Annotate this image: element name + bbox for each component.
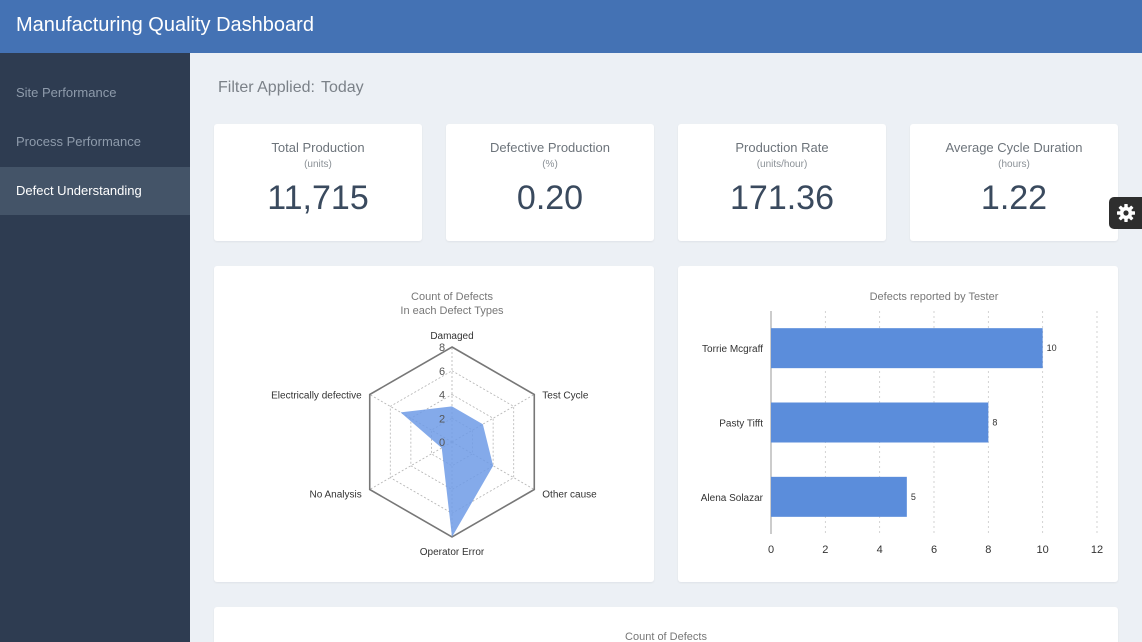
x-tick-label: 2: [822, 544, 828, 556]
x-tick-label: 6: [931, 544, 937, 556]
radar-category-label: Test Cycle: [542, 391, 589, 402]
radar-tick-label: 4: [439, 390, 445, 402]
bar: [771, 402, 989, 443]
kpi-card-total-production: Total Production (units) 11,715: [214, 124, 422, 241]
kpi-unit: (%): [542, 159, 558, 170]
radar-tick-label: 6: [439, 366, 445, 378]
sidebar-item-defect-understanding[interactable]: Defect Understanding: [0, 167, 190, 215]
kpi-value: 1.22: [980, 179, 1048, 217]
chart-title: Count of Defects: [411, 291, 493, 303]
x-tick-label: 10: [1037, 544, 1049, 556]
bar-value-label: 5: [911, 492, 916, 502]
kpi-value: 0.20: [516, 179, 584, 217]
sidebar-item-site-performance[interactable]: Site Performance: [16, 85, 117, 100]
kpi-value: 171.36: [730, 179, 834, 217]
bar-chart-card: Defects reported by Tester 0 2 4 6 8 10 12 Torri…: [678, 266, 1118, 582]
filter-indicator: Filter Applied: Today: [218, 79, 364, 97]
app-title: Manufacturing Quality Dashboard: [16, 14, 314, 36]
filter-label: Filter Applied:: [218, 79, 315, 96]
bar-value-label: 8: [992, 418, 997, 428]
radar-tick-label: 2: [439, 413, 445, 425]
radar-chart-card: Count of Defects In each Defect Types 0 2 4 6…: [214, 266, 654, 582]
bar-chart: Defects reported by Tester 0 2 4 6 8 10 12 Torri…: [701, 291, 1103, 556]
x-tick-label: 12: [1091, 544, 1103, 556]
x-tick-label: 8: [985, 544, 991, 556]
bottom-chart-card: Count of Defects: [214, 607, 1118, 642]
x-tick-label: 4: [877, 544, 883, 556]
radar-category-label: Other cause: [542, 490, 597, 501]
kpi-card-average-cycle-duration: Average Cycle Duration (hours) 1.22: [910, 124, 1118, 241]
kpi-card-production-rate: Production Rate (units/hour) 171.36: [678, 124, 886, 241]
y-category-label: Pasty Tifft: [719, 419, 763, 430]
sidebar-item-process-performance[interactable]: Process Performance: [16, 134, 141, 149]
kpi-label: Defective Production: [490, 140, 610, 155]
kpi-label: Production Rate: [735, 140, 829, 155]
bar: [771, 328, 1043, 369]
settings-button[interactable]: [1109, 197, 1142, 229]
y-category-label: Torrie Mcgraff: [702, 344, 763, 355]
kpi-label: Average Cycle Duration: [945, 140, 1083, 155]
kpi-unit: (units): [304, 159, 332, 170]
radar-chart: Count of Defects In each Defect Types 0 2 4 6…: [271, 291, 597, 558]
radar-tick-label: 0: [439, 437, 445, 449]
x-tick-label: 0: [768, 544, 774, 556]
radar-series-area: [400, 406, 494, 537]
radar-category-label: Electrically defective: [271, 391, 362, 402]
radar-category-label: No Analysis: [309, 490, 361, 501]
radar-category-label: Damaged: [430, 331, 473, 342]
kpi-unit: (units/hour): [756, 159, 808, 170]
radar-category-label: Operator Error: [420, 547, 485, 558]
radar-tick-label: 8: [439, 342, 445, 354]
chart-subtitle: In each Defect Types: [400, 305, 504, 317]
filter-value: Today: [320, 79, 364, 96]
bar: [771, 476, 907, 517]
gear-icon: [1116, 204, 1135, 222]
chart-title: Count of Defects: [625, 631, 707, 642]
chart-title: Defects reported by Tester: [870, 291, 999, 303]
sidebar: Site Performance Process Performance Def…: [0, 53, 190, 642]
bar-value-label: 10: [1047, 343, 1057, 353]
y-category-label: Alena Solazar: [701, 493, 764, 504]
kpi-unit: (hours): [998, 159, 1030, 170]
kpi-value: 11,715: [267, 179, 369, 217]
header-bar: Manufacturing Quality Dashboard: [0, 0, 1142, 53]
kpi-card-defective-production: Defective Production (%) 0.20: [446, 124, 654, 241]
kpi-label: Total Production: [271, 140, 365, 155]
